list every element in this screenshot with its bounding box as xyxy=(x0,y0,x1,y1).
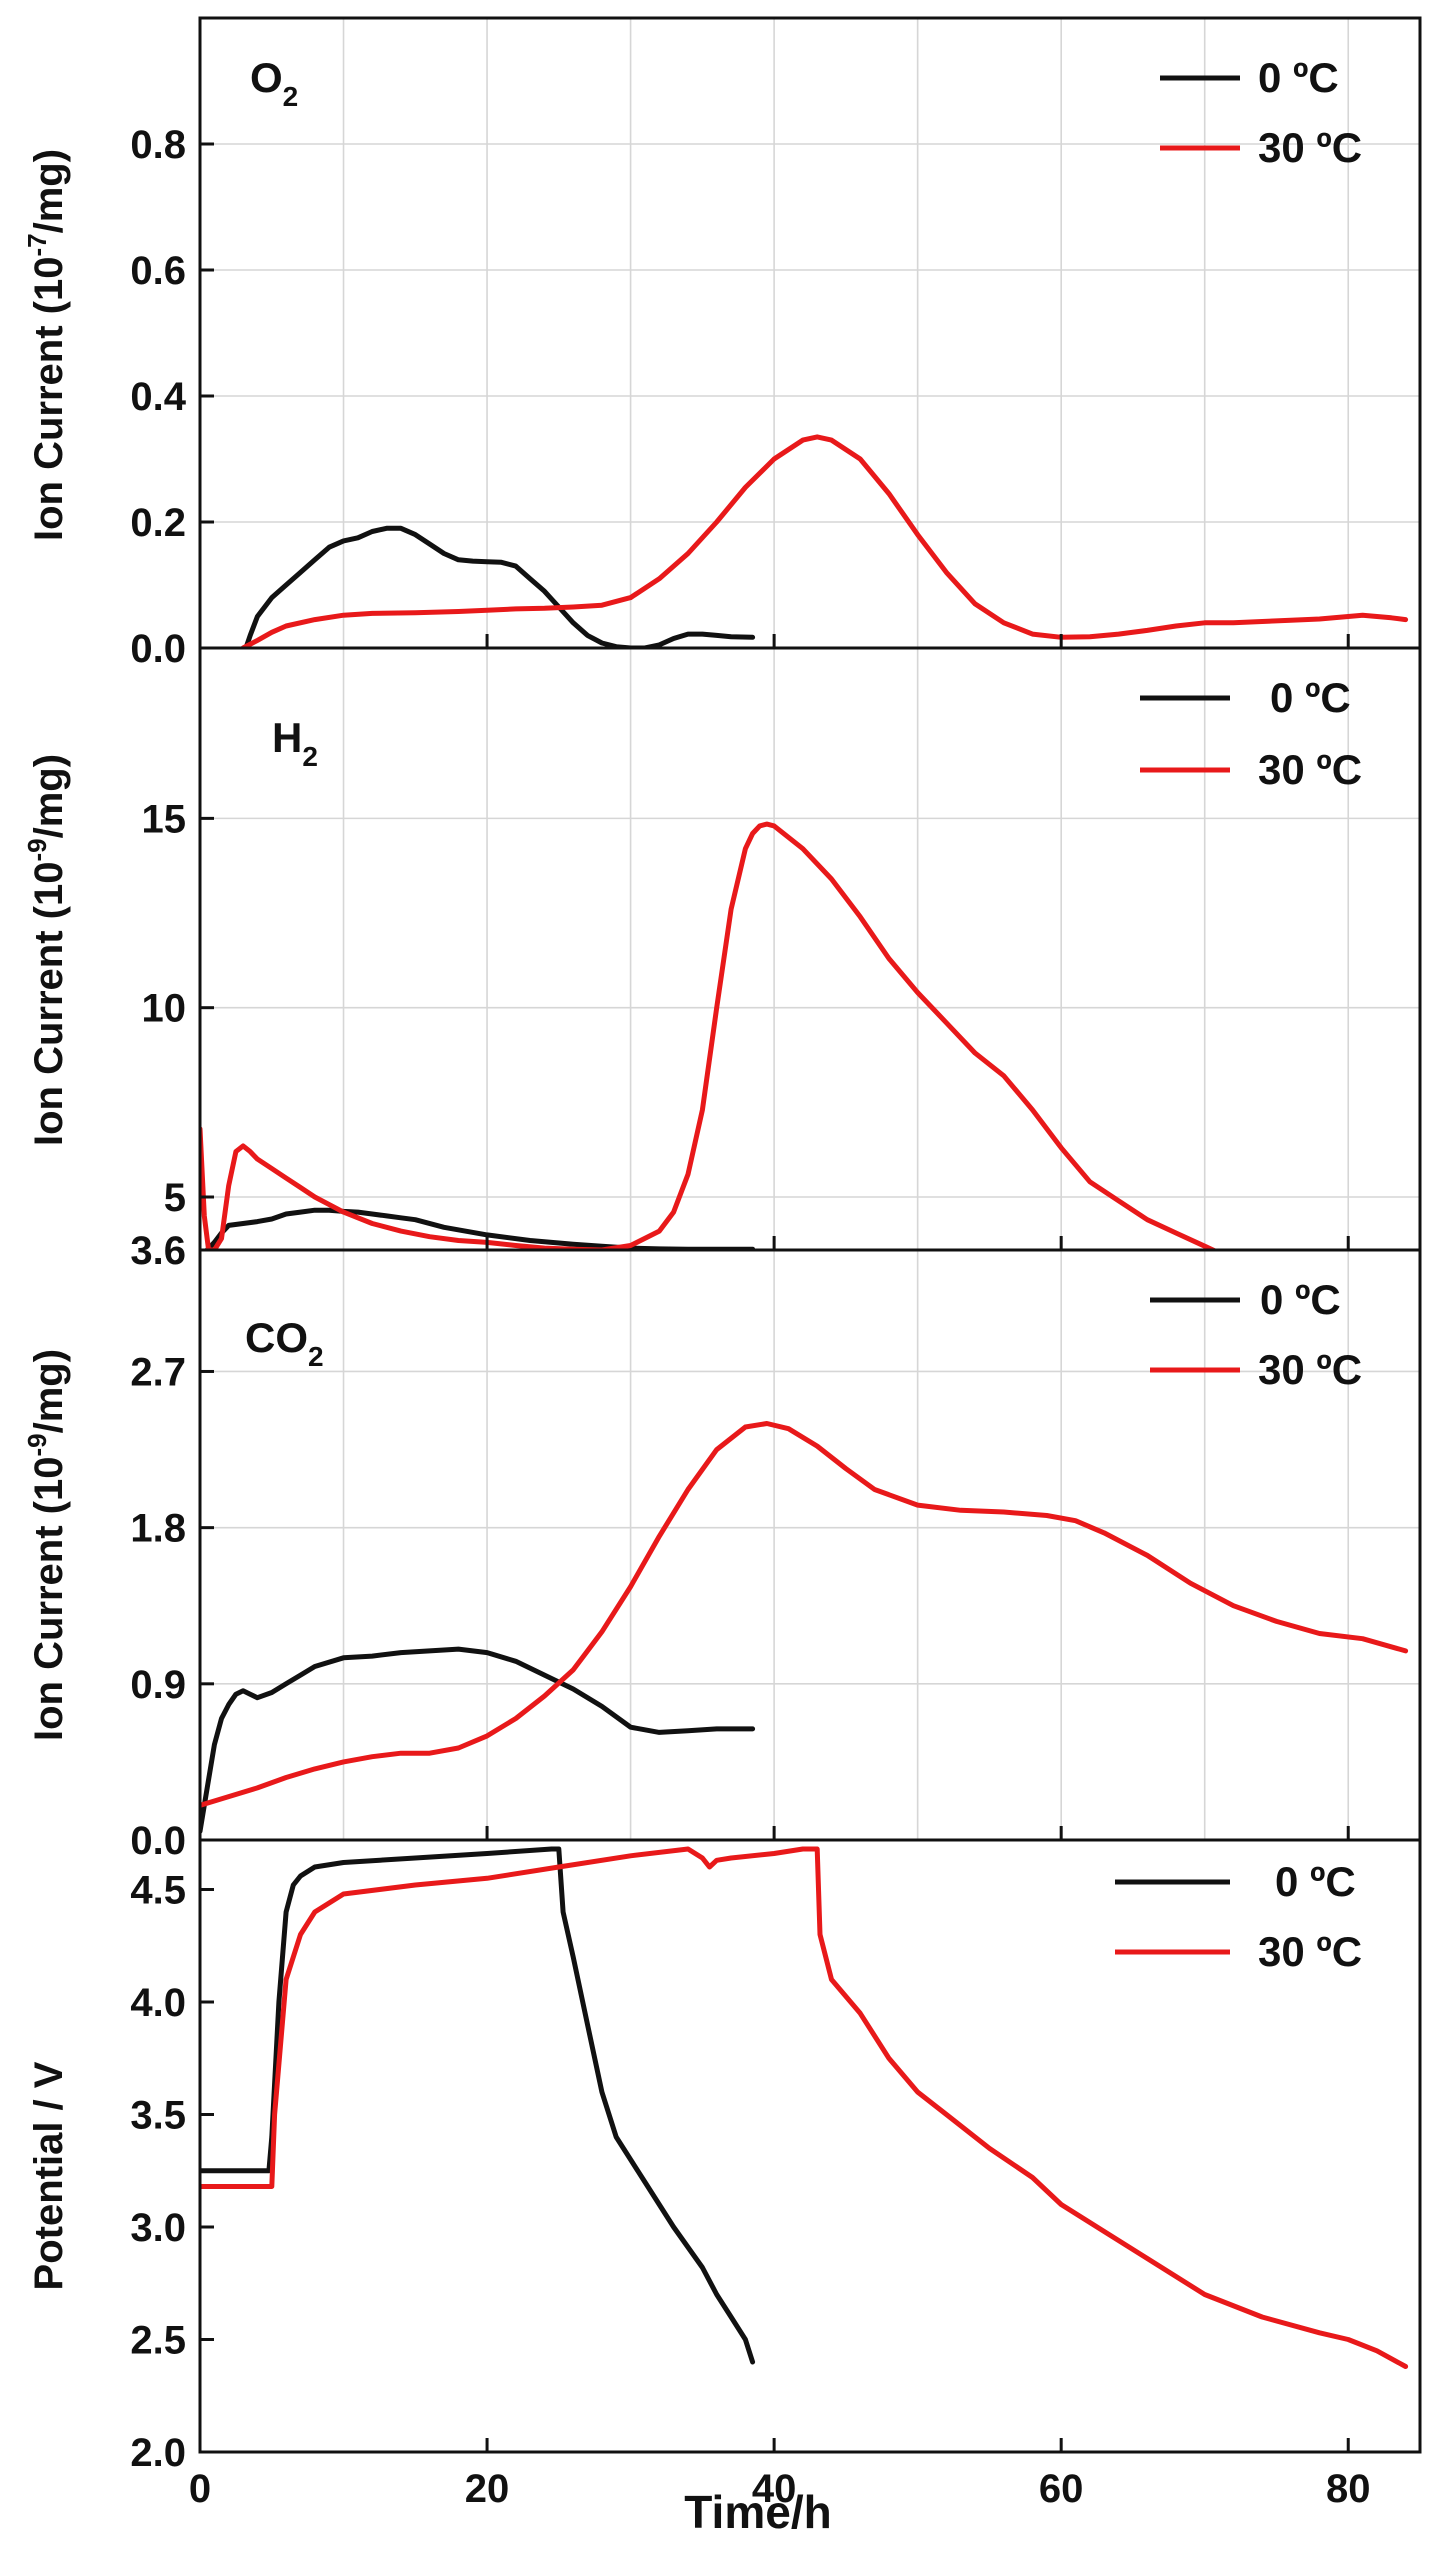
panel-o2-series-30c-line xyxy=(240,434,1409,648)
panel-co2-series-0c-line xyxy=(200,1646,756,1834)
x-tick-label: 40 xyxy=(752,2467,797,2511)
panel-o2-legend-label-30c: 30 ºC xyxy=(1258,124,1362,171)
panel-o2-ticks: 0.0 0.2 0.4 0.6 0.8 xyxy=(130,123,1350,671)
panel-h2-ytick-label: 5 xyxy=(164,1176,186,1220)
panel-o2-ytick-label: 0.0 xyxy=(130,627,186,671)
panel-potential: 2.0 2.5 3.0 3.5 4.0 4.5 0 ºC 30 ºC Potential … xyxy=(27,1838,1422,2538)
panel-potential-series-0c-line xyxy=(200,1846,756,2365)
panel-potential-plot xyxy=(200,1846,1409,2369)
panel-co2-series-30c-line xyxy=(200,1421,1409,1808)
panel-potential-ytick-label: 2.5 xyxy=(130,2319,186,2363)
panel-h2-legend: 0 ºC 30 ºC xyxy=(1140,674,1362,793)
panel-h2-legend-label-30c: 30 ºC xyxy=(1258,746,1362,793)
x-axis-title: Time/h xyxy=(684,2486,831,2538)
panel-o2-ytick-label: 0.4 xyxy=(130,375,186,419)
panel-o2-ytick-label: 0.8 xyxy=(130,123,186,167)
panel-co2-legend-label-30c: 30 ºC xyxy=(1258,1346,1362,1393)
x-tick-label: 20 xyxy=(465,2467,510,2511)
panel-potential-ytick-label: 4.5 xyxy=(130,1869,186,1913)
panel-h2-ytick-label: 15 xyxy=(142,797,187,841)
panel-co2-ytick-label: 0.0 xyxy=(130,1819,186,1863)
x-tick-label: 0 xyxy=(189,2467,211,2511)
panel-potential-legend: 0 ºC 30 ºC xyxy=(1115,1858,1362,1975)
panel-h2-ytick-label: 10 xyxy=(142,987,187,1031)
panel-potential-ytick-label: 2.0 xyxy=(130,2431,186,2475)
panel-h2-gas-label: H2 xyxy=(272,714,318,772)
panel-co2-legend: 0 ºC 30 ºC xyxy=(1150,1276,1362,1393)
panel-o2-grid xyxy=(200,18,1420,648)
panel-h2: 3.6 5 10 15 H2 0 ºC 30 ºC Ion Current (10-9… xyxy=(22,646,1422,1273)
panel-o2-legend: 0 ºC 30 ºC xyxy=(1160,54,1362,171)
x-tick-label: 80 xyxy=(1326,2467,1371,2511)
panel-o2-ytick-label: 0.6 xyxy=(130,249,186,293)
panel-co2-ticks: 0.0 0.9 1.8 2.7 xyxy=(130,1350,1350,1863)
panel-h2-ticks: 3.6 5 10 15 xyxy=(130,797,1350,1273)
panel-h2-ylabel: Ion Current (10-9/mg) xyxy=(22,754,71,1146)
panel-co2-gas-label: CO2 xyxy=(245,1314,324,1372)
panel-h2-ytick-label: 3.6 xyxy=(130,1229,186,1273)
panel-o2-plot xyxy=(240,434,1409,648)
panel-co2-ytick-label: 2.7 xyxy=(130,1350,186,1394)
panel-h2-series-30c-line xyxy=(200,821,1219,1250)
panel-potential-series-30c-line xyxy=(200,1846,1409,2369)
panel-potential-legend-label-30c: 30 ºC xyxy=(1258,1928,1362,1975)
panel-co2-ytick-label: 1.8 xyxy=(130,1507,186,1551)
panel-o2-ytick-label: 0.2 xyxy=(130,501,186,545)
panel-potential-ticks: 2.0 2.5 3.0 3.5 4.0 4.5 xyxy=(130,1869,1350,2475)
panel-potential-ytick-label: 3.0 xyxy=(130,2206,186,2250)
panel-o2-ylabel: Ion Current (10-7/mg) xyxy=(22,149,71,541)
panel-h2-legend-label-0c: 0 ºC xyxy=(1270,674,1351,721)
panel-potential-legend-label-0c: 0 ºC xyxy=(1275,1858,1356,1905)
panel-h2-grid xyxy=(200,648,1420,1250)
panel-potential-ylabel: Potential / V xyxy=(27,2061,71,2290)
panel-o2-frame xyxy=(198,16,1422,650)
panel-h2-frame xyxy=(198,646,1422,1252)
panel-co2-ytick-label: 0.9 xyxy=(130,1663,186,1707)
x-tick-label: 60 xyxy=(1039,2467,1084,2511)
panel-potential-ytick-label: 4.0 xyxy=(130,1981,186,2025)
panel-co2-legend-label-0c: 0 ºC xyxy=(1260,1276,1341,1323)
panel-o2-gas-label: O2 xyxy=(250,54,298,112)
panel-co2-grid xyxy=(200,1250,1420,1840)
panel-o2-legend-label-0c: 0 ºC xyxy=(1258,54,1339,101)
panel-co2-ylabel: Ion Current (10-9/mg) xyxy=(22,1349,71,1741)
panel-o2: 0.0 0.2 0.4 0.6 0.8 O2 0 ºC 30 ºC Ion Curren… xyxy=(22,16,1422,671)
panel-co2: 0.0 0.9 1.8 2.7 CO2 0 ºC 30 ºC Ion Current … xyxy=(22,1248,1422,1863)
panel-h2-plot xyxy=(200,821,1219,1250)
panel-co2-plot xyxy=(200,1421,1409,1834)
panel-potential-frame xyxy=(198,1838,1422,2454)
panel-o2-series-0c-line xyxy=(243,525,756,648)
x-tick-labels: 0 20 40 60 80 xyxy=(189,2467,1371,2511)
panel-co2-frame xyxy=(198,1248,1422,1842)
panel-potential-ytick-label: 3.5 xyxy=(130,2094,186,2138)
